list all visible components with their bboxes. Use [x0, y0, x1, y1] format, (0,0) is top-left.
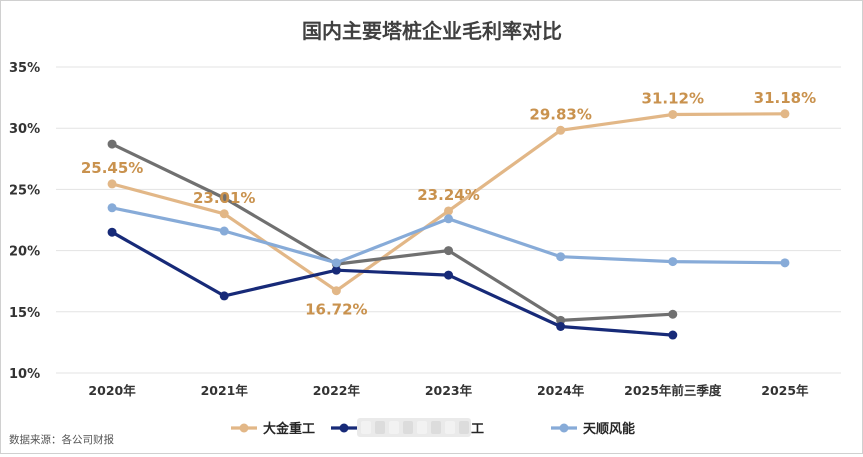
redaction-block: [375, 421, 385, 434]
x-tick-label: 2021年: [201, 383, 249, 398]
data-point: [107, 203, 117, 213]
series-line: [110, 230, 675, 337]
y-tick-label: 25%: [9, 183, 40, 198]
data-point: [780, 109, 790, 119]
y-tick-label: 20%: [9, 245, 40, 260]
data-point: [219, 209, 229, 219]
redaction-block: [389, 421, 399, 434]
redaction-block: [445, 421, 455, 434]
legend-label: 大金重工: [263, 421, 315, 437]
redaction-block: [403, 421, 413, 434]
redaction-block: [459, 421, 469, 434]
data-point: [219, 226, 229, 236]
data-label: 31.12%: [642, 89, 704, 107]
legend-swatch-marker: [239, 423, 249, 433]
legend-swatch-marker: [559, 423, 569, 433]
data-point: [444, 206, 453, 216]
data-point: [107, 227, 117, 237]
x-tick-label: 2024年: [537, 383, 585, 398]
data-point: [331, 265, 341, 275]
data-point: [668, 309, 678, 319]
series-4: [107, 203, 790, 268]
legend-item: 工: [331, 422, 484, 437]
series-2: [107, 139, 678, 325]
data-point: [107, 139, 117, 149]
legend-redaction-blur: [357, 418, 471, 437]
data-point: [668, 109, 678, 119]
chart-title: 国内主要塔桩企业毛利率对比: [302, 19, 562, 43]
y-tick-label: 30%: [9, 122, 40, 137]
data-point: [444, 246, 453, 256]
data-labels: 25.45% 23.01% 16.72% 23.24% 29.83% 31.12% 31.1…: [81, 89, 816, 319]
data-point: [107, 179, 117, 189]
source-note: 数据来源：各公司财报: [9, 433, 114, 446]
legend: 大金重工 工 天顺风能: [231, 418, 635, 437]
data-point: [556, 125, 566, 135]
data-label: 23.01%: [193, 189, 255, 207]
legend-item: 大金重工: [231, 421, 315, 437]
legend-label: 天顺风能: [583, 421, 635, 437]
data-point: [780, 258, 790, 268]
y-tick-label: 15%: [9, 306, 40, 321]
data-point: [668, 257, 678, 267]
series-1: [107, 109, 790, 296]
y-axis: 10% 15% 20% 25% 30% 35%: [9, 61, 40, 382]
series-lines: [107, 109, 790, 340]
data-point: [556, 252, 566, 262]
legend-swatch-marker: [339, 423, 349, 433]
data-point: [219, 193, 229, 203]
redaction-block: [431, 421, 441, 434]
x-tick-label: 2023年: [425, 383, 473, 398]
data-label: 25.45%: [81, 159, 143, 177]
x-tick-label: 2025年: [761, 383, 809, 398]
data-point: [219, 291, 229, 301]
y-tick-label: 35%: [9, 61, 40, 76]
legend-label: 工: [471, 422, 484, 437]
series-3: [107, 227, 678, 340]
data-point: [444, 270, 453, 280]
redaction-block: [417, 421, 427, 434]
data-label: 23.24%: [417, 186, 479, 204]
x-tick-label: 2020年: [88, 383, 136, 398]
data-label: 31.18%: [754, 89, 816, 107]
series-line: [110, 142, 675, 322]
x-tick-label: 2022年: [313, 383, 361, 398]
x-axis: 2020年 2021年 2022年 2023年 2024年 2025年前三季度 2025年: [88, 383, 809, 398]
data-point: [444, 214, 453, 224]
data-point: [331, 258, 341, 268]
redaction-block: [361, 421, 371, 434]
data-point: [668, 330, 678, 340]
data-label: 29.83%: [529, 105, 591, 123]
y-tick-label: 10%: [9, 367, 40, 382]
x-tick-label: 2025年前三季度: [624, 383, 722, 398]
legend-item: 天顺风能: [551, 421, 635, 437]
data-point: [556, 321, 566, 331]
data-label: 16.72%: [305, 301, 367, 319]
data-point: [331, 286, 341, 296]
